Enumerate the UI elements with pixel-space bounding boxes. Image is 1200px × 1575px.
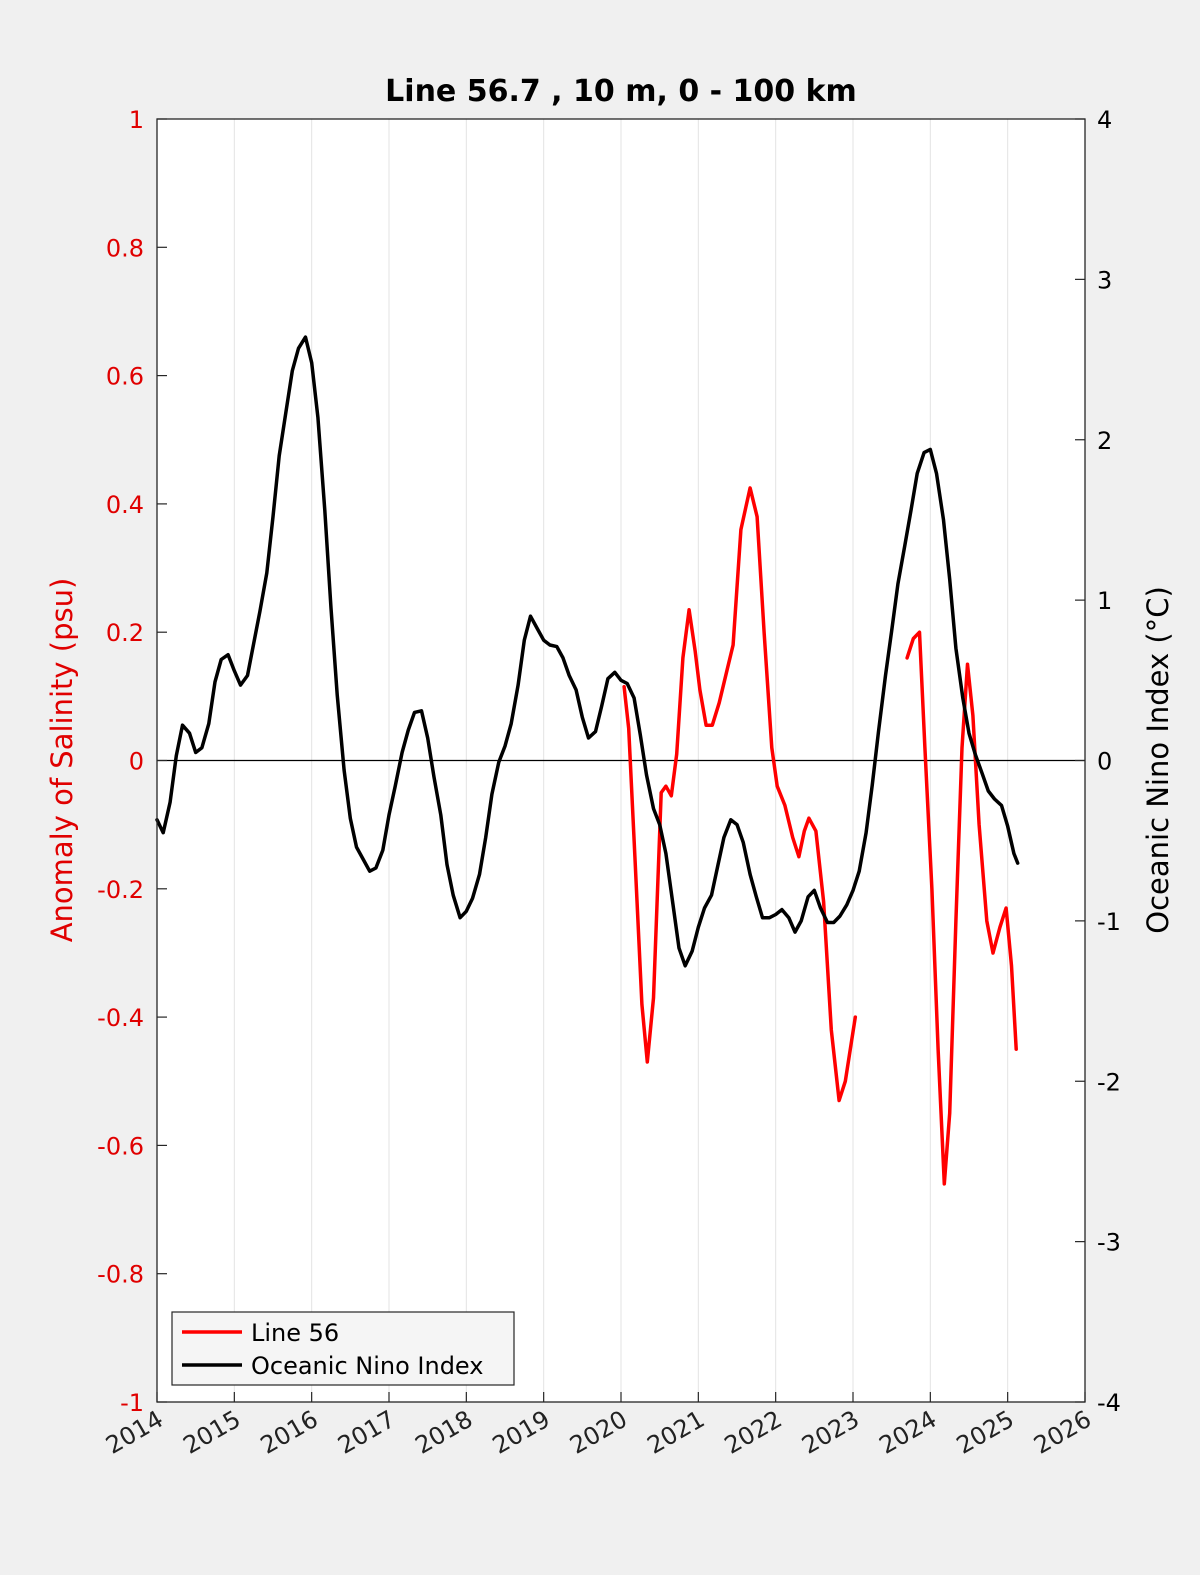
x-tick-label: 2018 — [410, 1405, 477, 1460]
y-left-tick-label: 0.2 — [106, 619, 144, 647]
x-tick-label: 2026 — [1029, 1405, 1096, 1460]
x-tick-label: 2022 — [720, 1405, 787, 1460]
y-right-tick-label: -3 — [1097, 1229, 1121, 1257]
legend-label-line56: Line 56 — [251, 1319, 339, 1347]
x-tick-label: 2023 — [797, 1405, 864, 1460]
x-tick-label: 2020 — [565, 1405, 632, 1460]
y-right-tick-label: 1 — [1097, 587, 1112, 615]
x-tick-label: 2019 — [488, 1405, 555, 1460]
y-left-tick-label: 0.6 — [106, 363, 144, 391]
y-left-tick-label: 0.8 — [106, 234, 144, 262]
chart-title: Line 56.7 , 10 m, 0 - 100 km — [385, 74, 857, 109]
legend-label-oni: Oceanic Nino Index — [251, 1352, 483, 1380]
legend-box — [171, 1311, 515, 1386]
y-right-tick-label: 4 — [1097, 106, 1112, 134]
y-right-tick-label: -4 — [1097, 1389, 1121, 1417]
x-tick-label: 2024 — [874, 1405, 941, 1460]
y-right-tick-label: 2 — [1097, 427, 1112, 455]
x-tick-label: 2015 — [178, 1405, 245, 1460]
x-tick-label: 2021 — [642, 1405, 709, 1460]
series-oni-segment-0 — [155, 335, 1020, 968]
y-axis-right-label: Oceanic Nino Index (°C) — [1141, 586, 1175, 934]
y-right-tick-label: 3 — [1097, 266, 1112, 294]
y-right-tick-label: 0 — [1097, 748, 1112, 776]
y-left-tick-label: -1 — [120, 1389, 144, 1417]
y-left-tick-label: 1 — [129, 106, 144, 134]
series-line56-segment-1 — [905, 630, 1018, 1186]
y-axis-left-label: Anomaly of Salinity (psu) — [45, 578, 79, 943]
y-left-tick-label: -0.4 — [97, 1004, 144, 1032]
y-right-tick-label: -1 — [1097, 908, 1121, 936]
legend: Line 56 Oceanic Nino Index — [171, 1311, 515, 1386]
y-left-tick-label: 0 — [129, 748, 144, 776]
y-right-tick-label: -2 — [1097, 1068, 1121, 1096]
y-left-tick-label: -0.2 — [97, 876, 144, 904]
x-tick-label: 2025 — [952, 1405, 1019, 1460]
series-lines — [155, 335, 1020, 1186]
y-left-tick-label: -0.8 — [97, 1261, 144, 1289]
y-left-tick-label: 0.4 — [106, 491, 144, 519]
y-left-tick-label: -0.6 — [97, 1132, 144, 1160]
x-tick-label: 2016 — [256, 1405, 323, 1460]
x-tick-label: 2017 — [333, 1405, 400, 1460]
